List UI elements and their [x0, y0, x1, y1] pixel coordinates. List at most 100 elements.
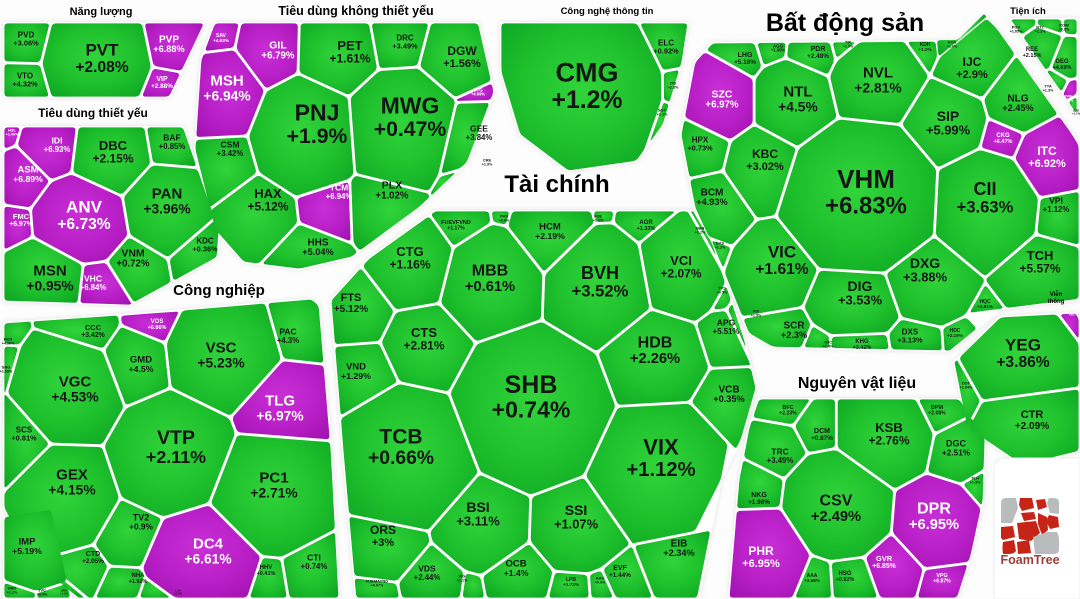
svg-text:NTL+4.5%: NTL +4.5%	[778, 84, 818, 115]
svg-text:IMP+5.19%: IMP +5.19%	[12, 537, 42, 556]
svg-text:FMC+6.97%: FMC +6.97%	[9, 212, 33, 228]
svg-text:YEG+3.86%: YEG +3.86%	[996, 335, 1049, 371]
svg-text:DXG+3.88%: DXG +3.88%	[903, 255, 948, 285]
svg-text:DST+1.84%: DST +1.84%	[960, 380, 973, 389]
svg-text:TCH+5.57%: TCH +5.57%	[1019, 248, 1060, 276]
svg-text:HCD+4.36%: HCD +4.36%	[2, 336, 15, 345]
svg-text:AAA+2.58%: AAA +2.58%	[804, 573, 820, 583]
svg-text:NBB+1.2%: NBB +1.2%	[695, 225, 706, 234]
svg-text:POW+0.8%: POW +0.8%	[1059, 22, 1070, 31]
svg-text:PC1+2.71%: PC1 +2.71%	[250, 470, 297, 501]
svg-text:ASM+6.89%: ASM +6.89%	[13, 165, 43, 184]
svg-text:HHS+5.04%: HHS +5.04%	[302, 237, 333, 257]
svg-text:CMG+1.2%: CMG +1.2%	[551, 58, 622, 115]
svg-text:FUE+1.0%: FUE +1.0%	[593, 213, 604, 222]
svg-text:VHM+6.83%: VHM +6.83%	[825, 164, 907, 220]
svg-text:PDR+2.48%: PDR +2.48%	[807, 46, 829, 60]
svg-text:IJC+2.9%: IJC +2.9%	[956, 55, 988, 81]
svg-text:ABC: ABC	[1069, 313, 1076, 317]
svg-text:GVR+6.85%: GVR +6.85%	[872, 554, 896, 570]
svg-text:VPG+6.87%: VPG +6.87%	[933, 573, 951, 584]
svg-text:VIP+2.88%: VIP +2.88%	[151, 76, 173, 90]
svg-text:AGG+1.65%: AGG +1.65%	[771, 43, 785, 52]
svg-text:NLG+2.45%: NLG +2.45%	[1002, 93, 1033, 113]
svg-text:DPR+6.95%: DPR +6.95%	[909, 500, 959, 533]
svg-text:SBG+1.98%: SBG +1.98%	[0, 364, 13, 373]
svg-text:KDH+1.2%: KDH +1.2%	[918, 42, 931, 52]
svg-text:FUEVFVND+1.17%: FUEVFVND +1.17%	[441, 220, 471, 231]
svg-text:PLX+1.02%: PLX +1.02%	[375, 179, 409, 201]
svg-text:PAC+4.3%: PAC +4.3%	[277, 327, 299, 345]
svg-text:HTG+4.99%: HTG +4.99%	[471, 87, 485, 96]
svg-text:VIC+1.61%: VIC +1.61%	[755, 242, 808, 278]
svg-text:CTR+2.09%: CTR +2.09%	[1015, 409, 1050, 432]
svg-text:DXS+3.13%: DXS +3.13%	[897, 328, 923, 345]
svg-text:FTS+5.12%: FTS +5.12%	[334, 292, 369, 315]
svg-text:KBC+3.02%: KBC +3.02%	[746, 147, 784, 173]
svg-text:NVL+2.81%: NVL +2.81%	[854, 65, 901, 96]
svg-text:OCB+1.4%: OCB +1.4%	[504, 559, 529, 578]
svg-text:Viễn: Viễn	[1050, 291, 1063, 298]
svg-text:HDC+2.19%: HDC +2.19%	[947, 328, 963, 338]
svg-text:CSM+3.42%: CSM +3.42%	[217, 140, 244, 158]
svg-text:EVF+1.44%: EVF +1.44%	[609, 565, 631, 579]
svg-text:BWE+6.9%: BWE +6.9%	[1063, 93, 1074, 102]
svg-text:SGT+1.1%: SGT +1.1%	[657, 107, 668, 116]
svg-text:TVS+0.5%: TVS +0.5%	[717, 285, 728, 294]
svg-text:VPI+1.12%: VPI +1.12%	[1043, 196, 1070, 214]
svg-text:KDC+0.36%: KDC +0.36%	[192, 237, 218, 254]
svg-text:AAS+0.9%: AAS +0.9%	[595, 575, 606, 584]
svg-text:ITC+6.92%: ITC +6.92%	[1028, 144, 1066, 170]
svg-text:SIP+5.99%: SIP +5.99%	[926, 108, 971, 138]
svg-text:ELC+0.92%: ELC +0.92%	[653, 39, 679, 56]
svg-text:Công nghiệp: Công nghiệp	[173, 282, 265, 299]
svg-text:DC4+6.61%: DC4 +6.61%	[184, 536, 231, 567]
svg-text:KHG+3.42%: KHG +3.42%	[853, 339, 872, 351]
svg-text:ORS+3%: ORS +3%	[370, 523, 396, 549]
svg-text:Tiêu dùng thiết yếu: Tiêu dùng thiết yếu	[38, 106, 148, 120]
svg-text:DBD+1.2%: DBD +1.2%	[7, 585, 18, 594]
svg-text:SAV+4.63%: SAV +4.63%	[213, 33, 229, 43]
svg-text:TLG+6.97%: TLG +6.97%	[256, 393, 303, 424]
svg-text:VCB+0.35%: VCB +0.35%	[713, 384, 744, 404]
svg-text:TV2+0.9%: TV2 +0.9%	[129, 513, 153, 532]
svg-text:VIX+1.12%: VIX +1.12%	[626, 435, 695, 482]
svg-text:EVS+1.2%: EVS +1.2%	[715, 240, 726, 249]
svg-text:Công nghệ thông tin: Công nghệ thông tin	[561, 6, 654, 17]
svg-text:HAX+5.12%: HAX +5.12%	[247, 186, 288, 214]
svg-text:GEX+4.15%: GEX +4.15%	[48, 467, 95, 498]
svg-text:DRC+3.49%: DRC +3.49%	[392, 34, 418, 51]
svg-text:LPB+1.72%: LPB +1.72%	[563, 577, 579, 587]
svg-text:HDB+2.26%: HDB +2.26%	[630, 334, 680, 367]
svg-text:GEE+3.84%: GEE +3.84%	[466, 124, 493, 142]
svg-text:AGR+1.33%: AGR +1.33%	[637, 220, 656, 232]
svg-text:VSC+5.23%: VSC +5.23%	[197, 340, 244, 371]
svg-text:Tiêu dùng không thiết yếu: Tiêu dùng không thiết yếu	[278, 4, 433, 18]
svg-text:LHG+5.18%: LHG +5.18%	[734, 52, 756, 66]
svg-text:L14+0.8%: L14 +0.8%	[174, 589, 183, 596]
svg-text:TCM+6.94%: TCM +6.94%	[326, 183, 353, 201]
svg-text:BSI+3.11%: BSI +3.11%	[456, 499, 500, 529]
svg-text:PGV+1.05%: PGV +1.05%	[1010, 24, 1023, 33]
svg-text:EIB+2.34%: EIB +2.34%	[663, 538, 694, 558]
svg-text:HHV+0.41%: HHV +0.41%	[257, 565, 276, 577]
svg-text:PHR+6.95%: PHR +6.95%	[742, 544, 780, 570]
svg-text:HQC+1.91%: HQC +1.91%	[977, 299, 993, 309]
svg-text:JVC+0.9%: JVC +0.9%	[37, 587, 48, 596]
svg-text:HSG+0.92%: HSG +0.92%	[836, 571, 855, 583]
svg-text:PNJ+1.9%: PNJ +1.9%	[287, 99, 348, 148]
svg-text:HSL+1.49%: HSL +1.49%	[6, 127, 19, 136]
svg-text:SCS+0.81%: SCS +0.81%	[11, 426, 37, 443]
svg-text:DBC+2.15%: DBC +2.15%	[92, 138, 133, 166]
svg-text:GEG+4.69%: GEG +4.69%	[1053, 59, 1072, 71]
svg-text:MSN+0.95%: MSN +0.95%	[26, 263, 73, 294]
svg-text:CTI+0.74%: CTI +0.74%	[301, 553, 328, 571]
svg-text:ANV+6.73%: ANV +6.73%	[57, 197, 110, 233]
svg-text:DGW+1.56%: DGW +1.56%	[443, 44, 481, 70]
svg-text:REE+2.15%: REE +2.15%	[1023, 47, 1042, 59]
svg-text:VHC+6.84%: VHC +6.84%	[80, 274, 107, 292]
svg-text:PET+1.61%: PET +1.61%	[329, 38, 370, 66]
svg-text:TRC+3.49%: TRC +3.49%	[767, 447, 794, 465]
svg-text:BCM+4.93%: BCM +4.93%	[696, 187, 727, 207]
svg-text:KSB+2.76%: KSB +2.76%	[868, 420, 909, 448]
